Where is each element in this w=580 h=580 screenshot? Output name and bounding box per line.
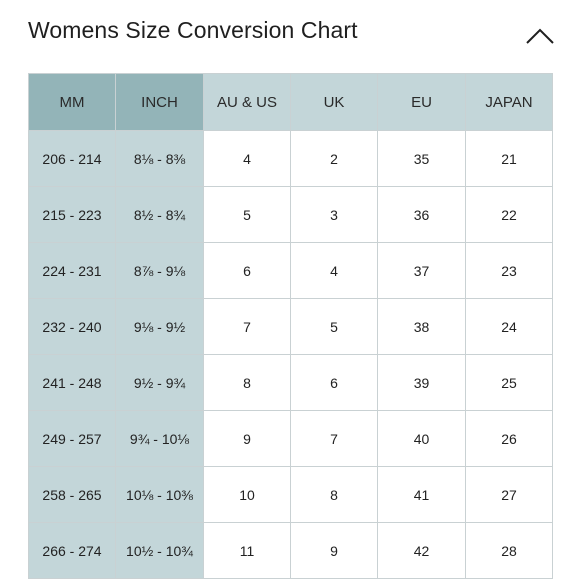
page-title: Womens Size Conversion Chart bbox=[28, 17, 358, 43]
cell-eu: 38 bbox=[377, 298, 466, 355]
column-header-eu: EU bbox=[377, 73, 466, 131]
cell-mm: 206 - 214 bbox=[28, 130, 116, 187]
cell-eu: 41 bbox=[377, 466, 466, 523]
cell-japan: 27 bbox=[465, 466, 553, 523]
table-row: 258 - 265 10⅛ - 10⅜ 10 8 41 27 bbox=[28, 466, 553, 523]
column-header-mm: MM bbox=[28, 73, 116, 131]
cell-au-us: 10 bbox=[203, 466, 291, 523]
cell-au-us: 8 bbox=[203, 354, 291, 411]
cell-japan: 24 bbox=[465, 298, 553, 355]
column-header-au-us: AU & US bbox=[203, 73, 291, 131]
table-row: 206 - 214 8⅛ - 8⅜ 4 2 35 21 bbox=[28, 130, 553, 187]
cell-inch: 8½ - 8¾ bbox=[115, 186, 204, 243]
cell-japan: 22 bbox=[465, 186, 553, 243]
cell-japan: 26 bbox=[465, 410, 553, 467]
cell-uk: 8 bbox=[290, 466, 378, 523]
cell-au-us: 4 bbox=[203, 130, 291, 187]
cell-inch: 9½ - 9¾ bbox=[115, 354, 204, 411]
chevron-up-icon bbox=[526, 28, 554, 44]
cell-inch: 8⅛ - 8⅜ bbox=[115, 130, 204, 187]
cell-eu: 36 bbox=[377, 186, 466, 243]
table-row: 249 - 257 9¾ - 10⅛ 9 7 40 26 bbox=[28, 410, 553, 467]
cell-eu: 39 bbox=[377, 354, 466, 411]
cell-mm: 215 - 223 bbox=[28, 186, 116, 243]
cell-mm: 258 - 265 bbox=[28, 466, 116, 523]
cell-eu: 40 bbox=[377, 410, 466, 467]
collapse-button[interactable] bbox=[520, 22, 560, 50]
cell-uk: 7 bbox=[290, 410, 378, 467]
cell-au-us: 5 bbox=[203, 186, 291, 243]
table-header-row: MM INCH AU & US UK EU JAPAN bbox=[28, 73, 553, 131]
cell-uk: 4 bbox=[290, 242, 378, 299]
cell-inch: 10⅛ - 10⅜ bbox=[115, 466, 204, 523]
section-header: Womens Size Conversion Chart bbox=[0, 0, 580, 70]
column-header-uk: UK bbox=[290, 73, 378, 131]
cell-japan: 23 bbox=[465, 242, 553, 299]
cell-inch: 9⅛ - 9½ bbox=[115, 298, 204, 355]
size-conversion-table: MM INCH AU & US UK EU JAPAN 206 - 214 8⅛… bbox=[28, 73, 553, 579]
cell-au-us: 6 bbox=[203, 242, 291, 299]
column-header-japan: JAPAN bbox=[465, 73, 553, 131]
column-header-inch: INCH bbox=[115, 73, 204, 131]
cell-au-us: 7 bbox=[203, 298, 291, 355]
table-row: 232 - 240 9⅛ - 9½ 7 5 38 24 bbox=[28, 298, 553, 355]
cell-inch: 10½ - 10¾ bbox=[115, 522, 204, 579]
table-row: 266 - 274 10½ - 10¾ 11 9 42 28 bbox=[28, 522, 553, 579]
cell-japan: 25 bbox=[465, 354, 553, 411]
cell-au-us: 9 bbox=[203, 410, 291, 467]
cell-uk: 9 bbox=[290, 522, 378, 579]
cell-uk: 6 bbox=[290, 354, 378, 411]
cell-mm: 232 - 240 bbox=[28, 298, 116, 355]
table-row: 241 - 248 9½ - 9¾ 8 6 39 25 bbox=[28, 354, 553, 411]
cell-mm: 224 - 231 bbox=[28, 242, 116, 299]
table-row: 215 - 223 8½ - 8¾ 5 3 36 22 bbox=[28, 186, 553, 243]
cell-mm: 241 - 248 bbox=[28, 354, 116, 411]
cell-eu: 35 bbox=[377, 130, 466, 187]
cell-mm: 266 - 274 bbox=[28, 522, 116, 579]
cell-eu: 37 bbox=[377, 242, 466, 299]
cell-eu: 42 bbox=[377, 522, 466, 579]
cell-japan: 28 bbox=[465, 522, 553, 579]
table-row: 224 - 231 8⅞ - 9⅛ 6 4 37 23 bbox=[28, 242, 553, 299]
cell-inch: 9¾ - 10⅛ bbox=[115, 410, 204, 467]
cell-au-us: 11 bbox=[203, 522, 291, 579]
cell-mm: 249 - 257 bbox=[28, 410, 116, 467]
cell-uk: 2 bbox=[290, 130, 378, 187]
cell-japan: 21 bbox=[465, 130, 553, 187]
cell-uk: 3 bbox=[290, 186, 378, 243]
cell-uk: 5 bbox=[290, 298, 378, 355]
cell-inch: 8⅞ - 9⅛ bbox=[115, 242, 204, 299]
